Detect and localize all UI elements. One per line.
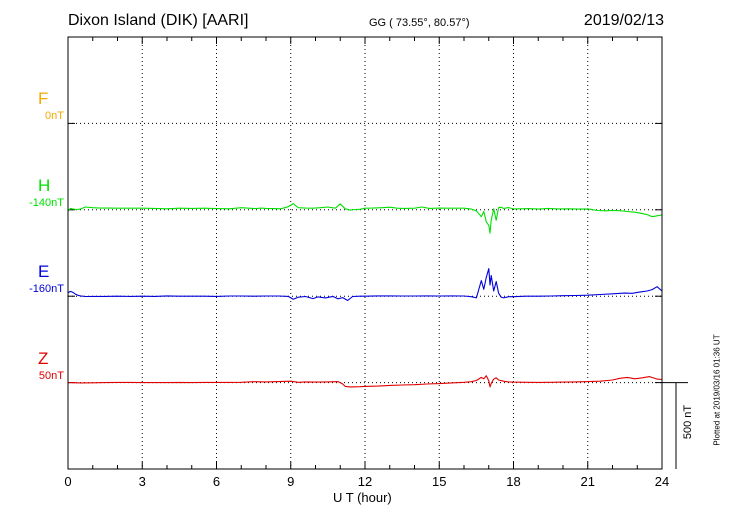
series-z-line bbox=[67, 375, 663, 388]
x-tick-label: 6 bbox=[212, 474, 221, 489]
x-tick-label: 15 bbox=[432, 474, 447, 489]
x-tick-label: 0 bbox=[64, 474, 72, 489]
plot-frame bbox=[67, 36, 663, 470]
scale-bar bbox=[662, 382, 688, 469]
x-tick-label: 24 bbox=[654, 474, 670, 489]
component-z-baseline: 50nT bbox=[38, 369, 64, 382]
plot-date: 2019/02/13 bbox=[583, 12, 664, 29]
x-tick-label: 18 bbox=[506, 474, 521, 489]
component-z-label: Z bbox=[38, 348, 49, 368]
component-f-label: F bbox=[38, 89, 49, 109]
x-axis-label: U T (hour) bbox=[333, 490, 392, 505]
x-tick-label: 9 bbox=[287, 474, 295, 489]
series-lines bbox=[67, 203, 663, 388]
series-h-line bbox=[67, 203, 663, 234]
component-f-baseline: 0nT bbox=[45, 110, 64, 123]
component-h-label: H bbox=[38, 175, 51, 195]
series-e-line bbox=[67, 268, 663, 302]
component-e-label: E bbox=[38, 262, 50, 282]
component-e-baseline: -160nT bbox=[29, 283, 64, 296]
x-tick-label: 3 bbox=[138, 474, 146, 489]
geographic-coordinates: GG ( 73.55°, 80.57°) bbox=[369, 17, 470, 29]
axis-ticks bbox=[67, 37, 663, 469]
component-h-baseline: -140nT bbox=[29, 196, 64, 209]
scale-bar-label: 500 nT bbox=[682, 404, 694, 440]
grid-lines bbox=[68, 37, 662, 469]
x-tick-label: 21 bbox=[580, 474, 595, 489]
station-title: Dixon Island (DIK) [AARI] bbox=[68, 12, 249, 29]
plotted-timestamp: Plotted at 2019/03/16 01:36 UT bbox=[712, 334, 722, 446]
x-tick-label: 12 bbox=[357, 474, 373, 489]
